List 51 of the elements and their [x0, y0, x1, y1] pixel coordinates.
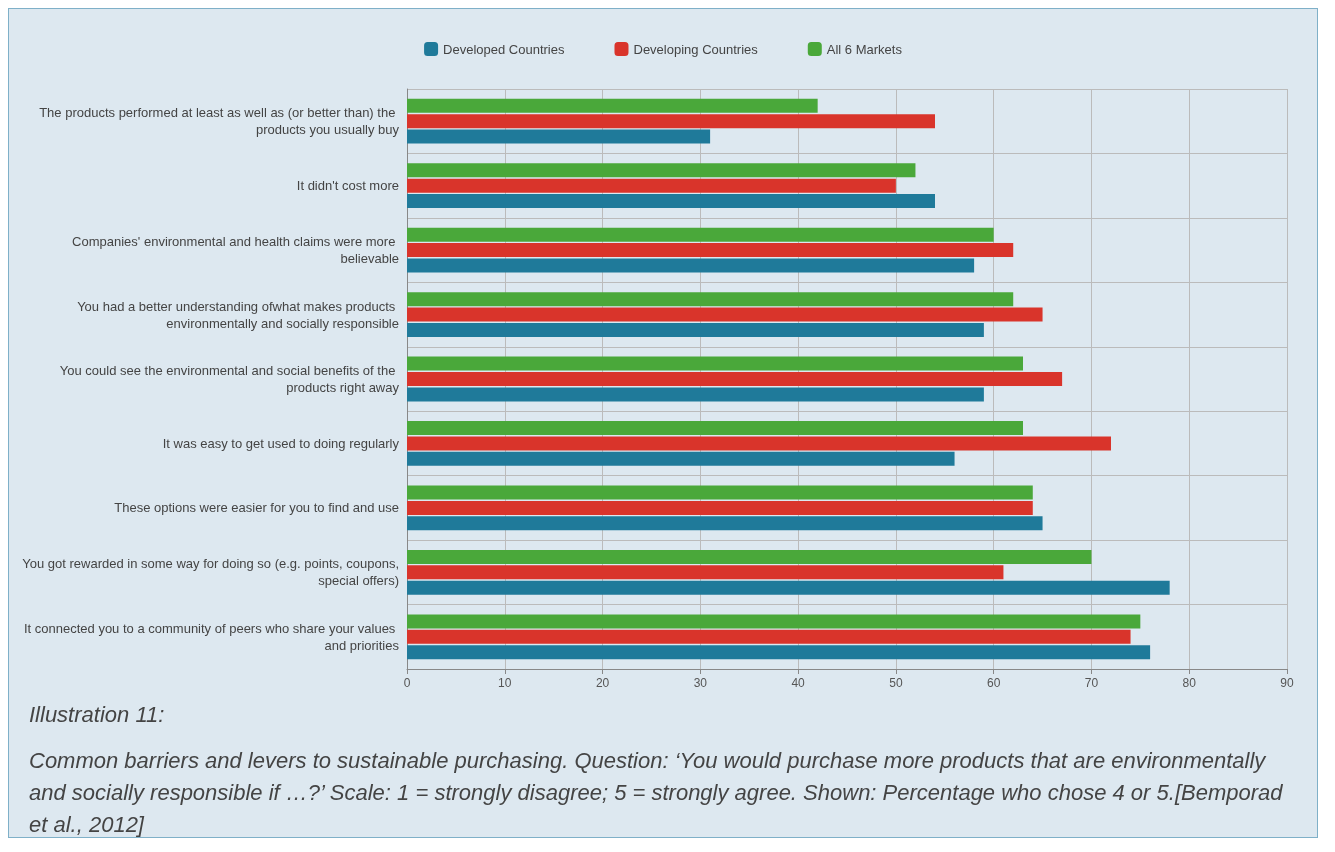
legend-label: Developing Countries — [633, 41, 759, 57]
x-tick-label: 60 — [986, 676, 1001, 690]
bar — [407, 129, 711, 144]
bar — [407, 322, 984, 337]
bar — [407, 114, 935, 129]
bar — [407, 451, 955, 466]
y-tick-label: It didn't cost more — [296, 178, 399, 194]
bar — [407, 645, 1151, 660]
text: Common barriers and levers to sustainable purchasing. Question: ‘You would purchase more products that are environmentally and socially responsible if …?’ Scale: 1 = strongly disagree; 5 = strongly agree. Shown: Percentage who chose 4 or 5.[Bemporad et al., 2012] — [29, 747, 1284, 839]
bar — [407, 436, 1111, 451]
y-tick-label: You could see the environmental and social benefits of the products right away — [59, 363, 400, 395]
bar — [407, 421, 1023, 436]
x-tick-label: 0 — [403, 676, 411, 690]
x-tick-label: 30 — [693, 676, 708, 690]
bar — [407, 163, 916, 178]
bar — [407, 292, 1014, 307]
bar — [407, 227, 994, 242]
bar — [407, 178, 896, 193]
bar — [407, 565, 1004, 580]
bar — [407, 580, 1170, 595]
bar — [407, 500, 1033, 515]
x-tick-label: 20 — [595, 676, 610, 690]
x-tick-label: 90 — [1280, 676, 1294, 690]
y-tick-label: The products performed at least as well as (or better than) the products you usually buy — [39, 105, 400, 138]
y-tick-label: It connected you to a community of peers who share your values and priorities — [23, 620, 400, 653]
y-tick-label: It was easy to get used to doing regularly — [162, 435, 400, 451]
x-tick-label: 40 — [791, 676, 806, 690]
bar — [407, 372, 1063, 386]
bar — [407, 194, 935, 209]
bar — [407, 549, 1092, 564]
bar — [407, 629, 1131, 644]
bar — [407, 307, 1043, 322]
bar — [407, 258, 975, 273]
x-tick-label: 80 — [1182, 676, 1197, 690]
x-tick-label: 50 — [889, 676, 903, 690]
bar — [407, 356, 1023, 371]
y-tick-label: These options were easier for you to find and use — [114, 500, 399, 516]
bar — [407, 243, 1014, 258]
legend-label: Developed Countries — [443, 41, 565, 57]
bar — [407, 98, 818, 113]
x-tick-label: 10 — [498, 676, 512, 690]
legend-label: All 6 Markets — [826, 41, 903, 57]
x-tick-label: 70 — [1084, 676, 1099, 690]
bar — [407, 387, 984, 402]
bar — [407, 516, 1043, 531]
bar — [407, 614, 1141, 629]
bar — [407, 485, 1033, 500]
text: Illustration 11: — [29, 701, 166, 729]
y-tick-label: Companies' environmental and health claims were more believable — [72, 234, 399, 267]
y-tick-label: You got rewarded in some way for doing so (e.g. points, coupons, special offers) — [22, 556, 399, 589]
y-tick-label: You had a better understanding ofwhat makes products environmentally and socially responsible — [77, 298, 399, 331]
